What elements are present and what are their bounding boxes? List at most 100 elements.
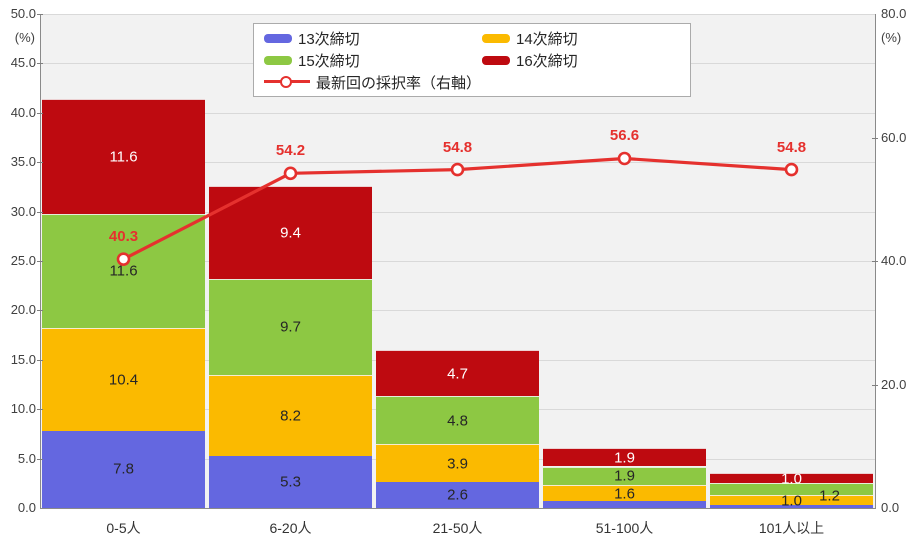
gridline [40, 14, 875, 15]
bar-segment-15次締切: 4.8 [376, 396, 539, 444]
bar-value-label: 1.0 [781, 492, 802, 510]
y-axis-right-tick-mark [872, 137, 878, 139]
legend-item-label: 14次締切 [516, 30, 578, 48]
y-axis-left-tick-label: 20.0 [10, 302, 36, 318]
y-axis-left-tick-label: 30.0 [10, 203, 36, 219]
y-axis-left-tick-mark [37, 458, 43, 460]
bar-value-label: 1.6 [614, 485, 635, 503]
legend-swatch-icon [482, 55, 510, 65]
x-axis-line [40, 508, 876, 509]
legend-item-14次締切: 14次締切 [482, 28, 680, 49]
y-axis-left-tick-mark [37, 261, 43, 262]
y-axis-right-tick-label: 20.0 [881, 376, 907, 392]
bar-segment-13次締切 [543, 501, 706, 508]
bar-segment-16次締切: 11.6 [42, 98, 205, 214]
y-axis-left-tick-mark [37, 310, 43, 312]
y-axis-left-tick-mark [37, 359, 43, 361]
bar-value-label: 11.6 [109, 262, 138, 280]
y-axis-right-tick-label: 0.0 [881, 500, 900, 515]
y-axis-left-tick-mark [37, 211, 43, 213]
y-axis-left-tick-label: 40.0 [10, 104, 36, 120]
legend-swatch-icon [482, 33, 510, 43]
legend: 13次締切 14次締切 15次締切 16次締切最新回の採択率（右軸） [253, 23, 691, 97]
line-value-label: 54.8 [442, 138, 473, 156]
y-axis-left-tick-label: 15.0 [10, 351, 36, 367]
x-axis-category-label: 21-50人 [432, 520, 483, 536]
bar-value-label: 5.3 [280, 473, 301, 491]
bar-value-label: 9.7 [280, 318, 301, 336]
bar-segment-16次締切: 4.7 [376, 349, 539, 397]
y-axis-left-tick-label: 35.0 [10, 154, 36, 170]
bar-segment-15次締切: 9.7 [209, 278, 372, 375]
y-axis-right-tick-label: 60.0 [881, 129, 907, 145]
legend-item-label: 15次締切 [298, 52, 360, 70]
bar-segment-14次締切: 8.2 [209, 374, 372, 456]
y-axis-right-tick-label: 80.0 [881, 6, 907, 21]
bar-segment-15次締切: 1.2 [710, 483, 873, 503]
x-axis-category-label: 6-20人 [269, 520, 312, 536]
bar-value-label: 4.7 [447, 365, 468, 383]
legend-item-16次締切: 16次締切 [482, 50, 680, 71]
bar-segment-13次締切: 2.6 [376, 482, 539, 508]
line-value-label: 54.8 [776, 138, 807, 156]
gridline [40, 261, 875, 262]
legend-item-label: 16次締切 [516, 52, 578, 70]
bar-value-label: 3.9 [447, 455, 468, 473]
bar-segment-14次締切: 1.6 [543, 485, 706, 501]
bar-value-label: 8.2 [280, 407, 301, 425]
y-axis-left-tick-label: 0.0 [17, 500, 36, 515]
bar-value-label: 10.4 [108, 371, 139, 389]
y-axis-left-tick-label: 5.0 [17, 450, 36, 466]
legend-item-13次締切: 13次締切 [264, 28, 482, 49]
bar-segment-14次締切: 10.4 [42, 328, 205, 431]
y-axis-left-tick-mark [37, 112, 43, 114]
bar-segment-16次締切: 1.0 [710, 470, 873, 488]
bar-value-label: 1.0 [781, 470, 802, 488]
bar-value-label: 7.8 [113, 460, 134, 478]
bar-segment-16次締切: 9.4 [209, 185, 372, 279]
bar-segment-15次締切: 1.9 [543, 466, 706, 486]
left-axis-unit-label: (%) [14, 30, 35, 45]
y-axis-right-tick-mark [872, 384, 878, 386]
bar-value-label: 9.4 [280, 224, 301, 242]
y-axis-left-tick-mark [37, 162, 43, 164]
bar-value-label: 4.8 [447, 412, 468, 430]
right-axis-unit-label: (%) [881, 30, 902, 45]
y-axis-left-tick-mark [37, 409, 43, 411]
x-axis-category-label: 0-5人 [106, 520, 141, 536]
bar-segment-16次締切: 1.9 [543, 447, 706, 467]
line-value-label: 40.3 [108, 228, 139, 246]
bar-value-label: 2.6 [447, 486, 468, 504]
bar-value-label: 1.9 [614, 467, 635, 485]
legend-line-marker-icon [264, 76, 310, 88]
bar-segment-14次締切: 3.9 [376, 443, 539, 483]
x-axis-category-label: 51-100人 [595, 520, 654, 536]
bar-segment-14次締切: 1.0 [710, 492, 873, 510]
legend-item-最新回の採択率（右軸）: 最新回の採択率（右軸） [264, 72, 680, 93]
gridline [40, 310, 875, 312]
y-axis-left-tick-label: 50.0 [10, 6, 36, 21]
y-axis-right-tick-mark [872, 261, 878, 262]
legend-item-label: 13次締切 [298, 30, 360, 48]
y-axis-left-tick-label: 45.0 [10, 55, 36, 71]
legend-swatch-icon [264, 55, 292, 65]
bar-segment-13次締切 [710, 505, 873, 508]
gridline [40, 112, 875, 114]
x-axis-category-label: 101人以上 [758, 520, 825, 536]
y-axis-right-tick-label: 40.0 [881, 253, 907, 268]
bar-value-label: 1.9 [614, 449, 635, 467]
y-axis-left-tick-label: 10.0 [10, 401, 36, 417]
legend-item-15次締切: 15次締切 [264, 50, 482, 71]
bar-segment-13次締切: 7.8 [42, 430, 205, 508]
bar-segment-13次締切: 5.3 [209, 455, 372, 508]
legend-item-label: 最新回の採択率（右軸） [316, 74, 482, 92]
bar-value-label: 11.6 [109, 148, 138, 166]
y-axis-left-tick-mark [37, 14, 43, 15]
bar-value-label: 1.2 [819, 487, 840, 505]
y-axis-left-tick-label: 25.0 [10, 253, 36, 268]
line-value-label: 56.6 [609, 127, 640, 145]
line-value-label: 54.2 [275, 142, 306, 160]
y-axis-left-tick-mark [37, 63, 43, 65]
legend-swatch-icon [264, 33, 292, 43]
